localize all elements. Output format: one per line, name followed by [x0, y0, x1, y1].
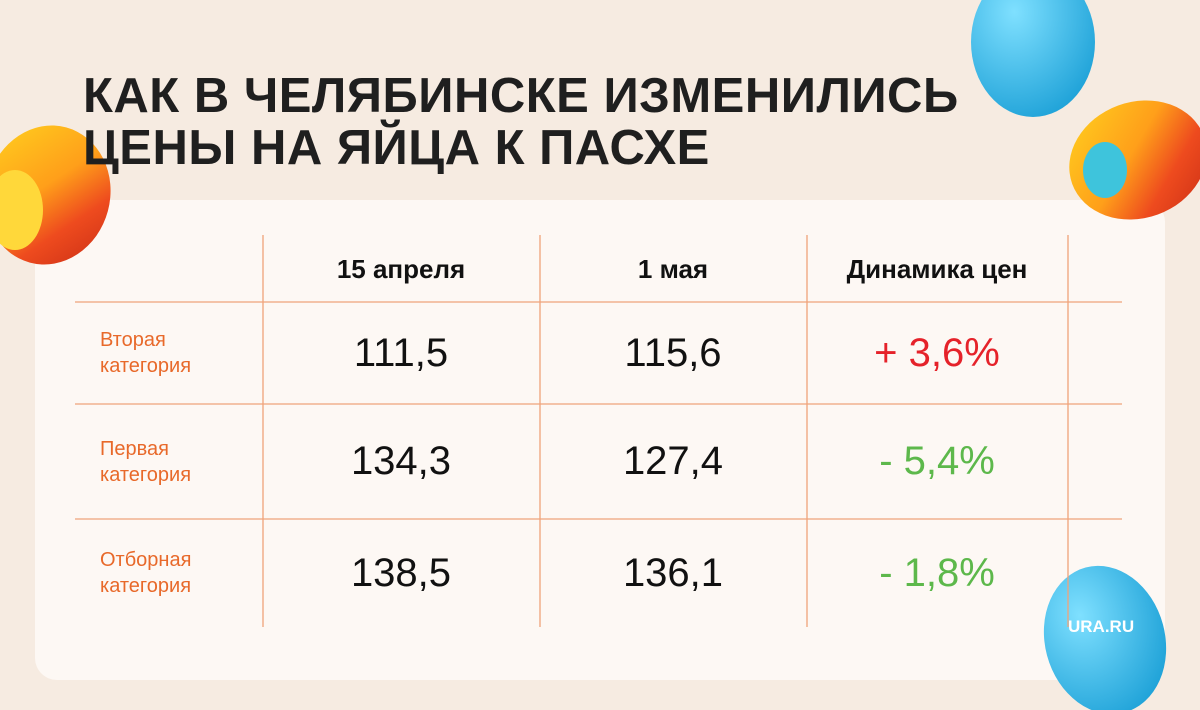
cell-value: 138,5	[350, 550, 452, 595]
egg-stripe	[1083, 142, 1127, 198]
row-label: Первая категория	[100, 437, 192, 486]
column-header: 1 мая	[637, 253, 709, 284]
title: ЦЕНЫ НА ЯЙЦА К ПАСХЕ	[83, 121, 710, 175]
egg	[1043, 565, 1167, 710]
row-label: Вторая категория	[100, 329, 192, 377]
column-header: 15 апреля	[336, 253, 466, 284]
egg-stripe	[0, 170, 43, 250]
panel	[35, 200, 1165, 680]
cell-value: 111,5	[353, 330, 449, 375]
column-header: Динамика цен	[846, 253, 1028, 284]
cell-value: - 5,4%	[879, 439, 995, 483]
cell-value: - 1,8%	[879, 550, 995, 595]
logo: URA.RU	[1068, 617, 1135, 636]
grid	[75, 235, 1122, 627]
egg	[971, 0, 1095, 117]
cell-value: 136,1	[622, 550, 724, 595]
row-label: Отборная категория	[100, 549, 192, 597]
cell-value: 134,3	[350, 439, 452, 483]
title: КАК В ЧЕЛЯБИНСКЕ ИЗМЕНИЛИСЬ	[83, 69, 959, 123]
cell-value: + 3,6%	[874, 330, 1000, 375]
cell-value: 115,6	[624, 330, 722, 375]
cell-value: 127,4	[622, 439, 724, 483]
